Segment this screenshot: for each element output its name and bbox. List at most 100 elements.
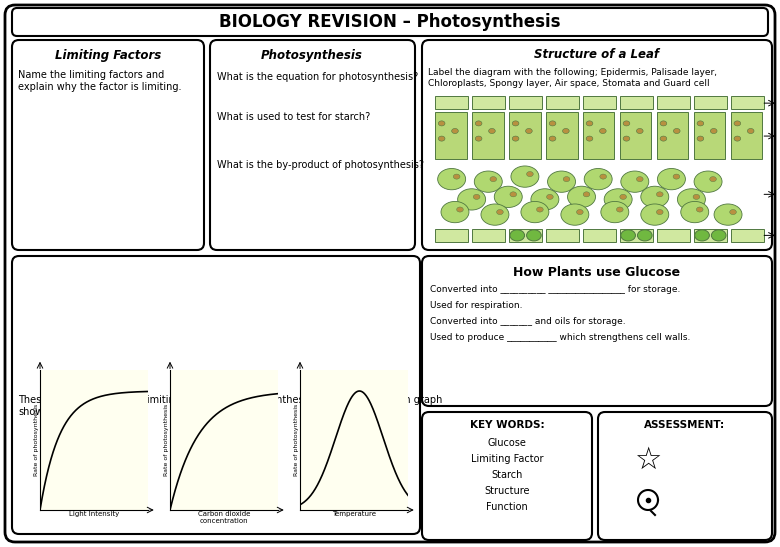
Circle shape xyxy=(637,230,652,241)
Bar xyxy=(657,229,690,242)
Text: What is the equation for photosynthesis?: What is the equation for photosynthesis? xyxy=(217,72,418,82)
Circle shape xyxy=(548,171,576,193)
Text: These 3 graphs show the limiting factors for photosynthesis.  Explain what each : These 3 graphs show the limiting factors… xyxy=(18,395,442,405)
Text: shows.: shows. xyxy=(18,407,51,417)
Circle shape xyxy=(526,230,541,241)
Circle shape xyxy=(584,168,612,190)
FancyBboxPatch shape xyxy=(12,256,420,534)
Circle shape xyxy=(458,189,486,210)
Bar xyxy=(693,112,725,159)
Text: Starch: Starch xyxy=(491,470,523,480)
Circle shape xyxy=(697,136,704,141)
Bar xyxy=(435,96,468,109)
Circle shape xyxy=(475,121,482,126)
Circle shape xyxy=(714,204,742,225)
Circle shape xyxy=(511,166,539,187)
Circle shape xyxy=(497,210,503,214)
Circle shape xyxy=(711,230,726,241)
Text: Used to produce ___________ which strengthens cell walls.: Used to produce ___________ which streng… xyxy=(430,333,690,342)
Circle shape xyxy=(526,129,532,133)
Circle shape xyxy=(512,136,519,141)
Circle shape xyxy=(562,129,569,133)
Circle shape xyxy=(641,186,668,207)
Bar xyxy=(620,112,651,159)
Circle shape xyxy=(693,194,700,200)
Bar xyxy=(509,96,542,109)
Bar xyxy=(546,112,577,159)
Circle shape xyxy=(601,201,629,223)
Circle shape xyxy=(587,121,593,126)
Circle shape xyxy=(441,201,469,223)
Circle shape xyxy=(660,121,667,126)
Circle shape xyxy=(681,201,709,223)
Circle shape xyxy=(474,171,502,193)
Circle shape xyxy=(526,172,534,177)
Circle shape xyxy=(673,174,679,179)
Bar xyxy=(509,229,542,242)
Circle shape xyxy=(711,129,717,133)
Bar xyxy=(435,229,468,242)
Text: Used for respiration.: Used for respiration. xyxy=(430,301,523,310)
Text: Limiting Factor: Limiting Factor xyxy=(471,454,543,464)
Circle shape xyxy=(583,192,590,197)
Text: KEY WORDS:: KEY WORDS: xyxy=(470,420,544,430)
Y-axis label: Rate of photosynthesis: Rate of photosynthesis xyxy=(34,404,39,476)
FancyBboxPatch shape xyxy=(422,256,772,406)
Bar xyxy=(731,112,762,159)
FancyBboxPatch shape xyxy=(5,5,775,542)
Bar xyxy=(731,229,764,242)
Bar xyxy=(435,112,466,159)
Circle shape xyxy=(576,210,583,214)
Circle shape xyxy=(734,121,741,126)
Bar xyxy=(731,96,764,109)
Circle shape xyxy=(641,204,668,225)
Circle shape xyxy=(730,210,736,214)
Circle shape xyxy=(488,129,495,133)
Circle shape xyxy=(438,121,445,126)
Text: Converted into __________ _________________ for storage.: Converted into __________ ______________… xyxy=(430,285,680,294)
Circle shape xyxy=(475,136,482,141)
Circle shape xyxy=(452,129,459,133)
Circle shape xyxy=(549,121,556,126)
X-axis label: Light Intensity: Light Intensity xyxy=(69,511,119,517)
Text: Label the diagram with the following; Epidermis, Palisade layer,: Label the diagram with the following; Ep… xyxy=(428,68,717,77)
Text: Limiting Factors: Limiting Factors xyxy=(55,49,161,61)
Circle shape xyxy=(512,121,519,126)
Circle shape xyxy=(438,136,445,141)
Circle shape xyxy=(636,177,643,182)
Bar xyxy=(657,112,689,159)
Circle shape xyxy=(658,168,686,190)
Circle shape xyxy=(657,192,663,197)
FancyBboxPatch shape xyxy=(422,40,772,250)
Text: Function: Function xyxy=(486,502,528,512)
Bar xyxy=(620,96,653,109)
Circle shape xyxy=(510,230,525,241)
Bar xyxy=(693,96,727,109)
Bar xyxy=(509,112,541,159)
Bar xyxy=(583,112,615,159)
Text: ☆: ☆ xyxy=(634,445,661,474)
X-axis label: Carbon dioxide
concentration: Carbon dioxide concentration xyxy=(198,511,250,525)
Text: Glucose: Glucose xyxy=(488,438,526,448)
Circle shape xyxy=(623,121,629,126)
Circle shape xyxy=(549,136,556,141)
Circle shape xyxy=(561,204,589,225)
Bar xyxy=(693,229,727,242)
Circle shape xyxy=(568,186,595,207)
Circle shape xyxy=(521,201,549,223)
Y-axis label: Rate of photosynthesis: Rate of photosynthesis xyxy=(293,404,299,476)
Circle shape xyxy=(697,121,704,126)
Circle shape xyxy=(495,186,523,207)
Circle shape xyxy=(621,171,649,193)
Y-axis label: Rate of photosynthesis: Rate of photosynthesis xyxy=(164,404,168,476)
Circle shape xyxy=(657,210,663,214)
Circle shape xyxy=(697,207,703,212)
Text: How Plants use Glucose: How Plants use Glucose xyxy=(513,265,681,278)
FancyBboxPatch shape xyxy=(210,40,415,250)
Circle shape xyxy=(673,129,680,133)
Circle shape xyxy=(694,171,722,193)
Circle shape xyxy=(531,189,559,210)
Bar xyxy=(472,112,504,159)
Circle shape xyxy=(547,194,553,200)
Circle shape xyxy=(747,129,754,133)
